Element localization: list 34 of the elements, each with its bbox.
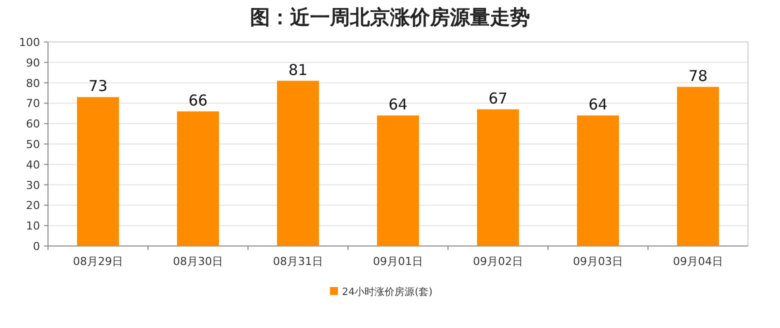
bar	[177, 111, 219, 246]
y-tick-label: 40	[26, 158, 40, 172]
bar	[477, 109, 519, 246]
y-tick-label: 50	[26, 138, 40, 151]
bar	[277, 80, 319, 246]
bar	[77, 97, 119, 246]
x-tick-label: 09月03日	[573, 255, 623, 268]
x-tick-label: 08月31日	[273, 255, 323, 268]
x-tick-label: 09月04日	[673, 255, 723, 268]
data-label: 73	[88, 77, 108, 96]
bar	[677, 86, 719, 246]
x-tick-label: 08月30日	[173, 255, 223, 268]
bar	[577, 115, 619, 246]
data-label: 78	[688, 66, 708, 85]
x-tick-label: 09月02日	[473, 255, 523, 268]
x-tick-label: 08月29日	[73, 255, 123, 268]
y-tick-label: 60	[26, 118, 40, 131]
chart-title: 图：近一周北京涨价房源量走势	[250, 5, 530, 29]
data-label: 67	[488, 89, 508, 108]
legend-label: 24小时涨价房源(套)	[342, 286, 433, 298]
y-tick-label: 90	[26, 56, 40, 70]
data-label: 64	[388, 95, 408, 114]
y-tick-label: 80	[26, 76, 40, 90]
data-label: 64	[588, 95, 608, 114]
bar	[377, 115, 419, 246]
y-tick-label: 30	[26, 178, 40, 192]
y-tick-label: 10	[26, 220, 40, 233]
y-tick-label: 20	[26, 199, 40, 212]
data-label: 66	[188, 91, 208, 110]
y-tick-label: 100	[19, 36, 40, 49]
data-label: 81	[288, 60, 308, 79]
y-tick-label: 70	[26, 97, 40, 110]
y-tick-label: 0	[33, 240, 40, 253]
x-tick-label: 09月01日	[373, 255, 423, 268]
